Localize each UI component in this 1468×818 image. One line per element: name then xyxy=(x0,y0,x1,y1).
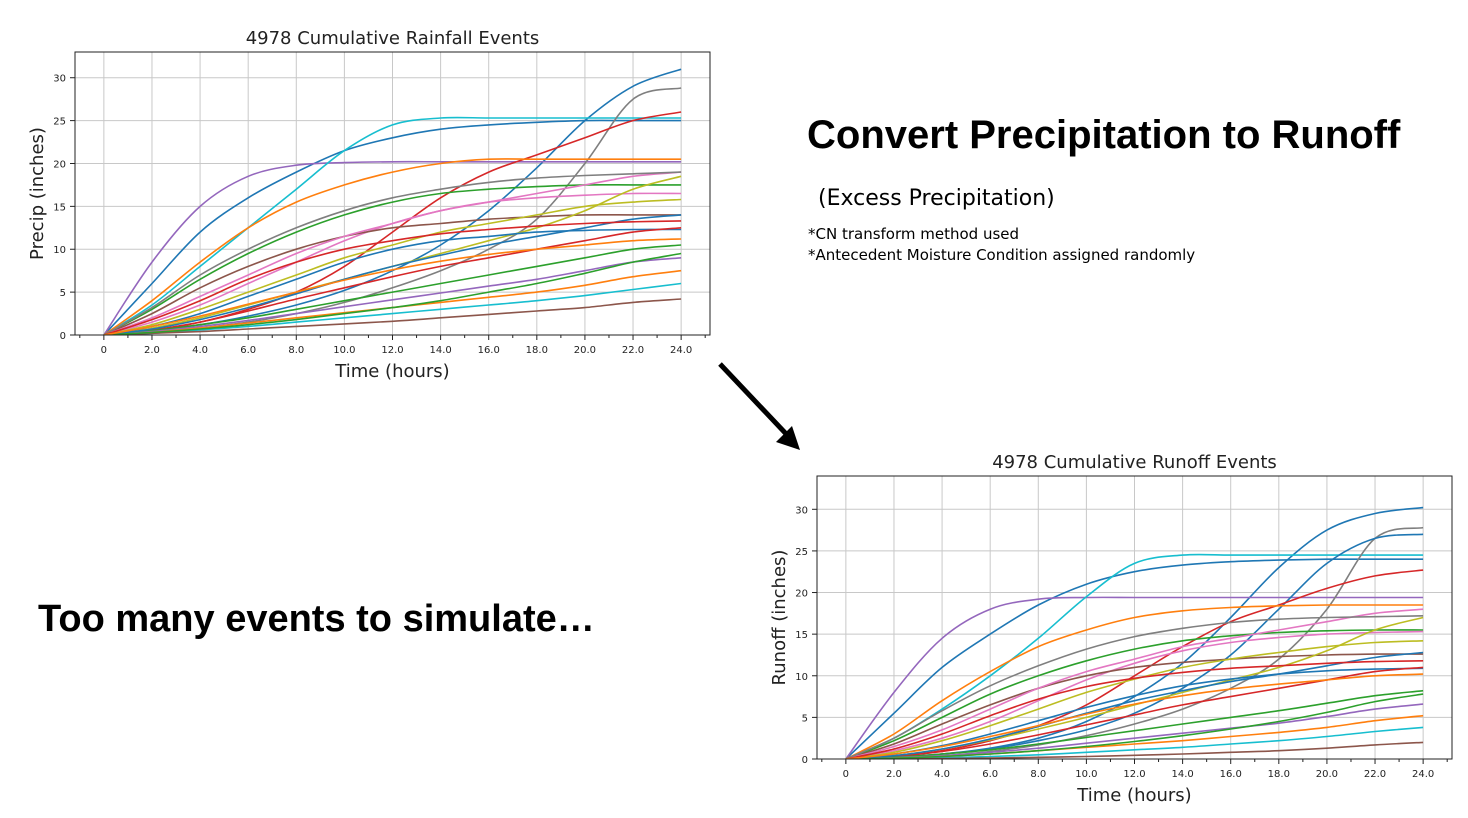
y-tick-label: 5 xyxy=(60,288,66,299)
series-line-25 xyxy=(845,673,1424,759)
series-line-9 xyxy=(103,214,682,335)
y-tick-label: 25 xyxy=(53,117,66,128)
plot-frame xyxy=(816,475,1453,760)
series-line-3 xyxy=(103,116,682,335)
y-tick-label: 0 xyxy=(802,755,808,766)
plot-frame xyxy=(74,51,711,336)
y-tick-label: 0 xyxy=(60,331,66,342)
slide-subheading: (Excess Precipitation) xyxy=(818,186,1055,211)
series-line-14 xyxy=(845,689,1424,759)
y-tick-label: 10 xyxy=(795,672,808,683)
series-line-16 xyxy=(103,282,682,335)
y-tick-label: 20 xyxy=(53,159,66,170)
x-tick-label: 24.0 xyxy=(1412,769,1434,780)
x-tick-label: 0 xyxy=(101,345,107,356)
y-tick-label: 30 xyxy=(795,505,808,516)
series-line-1 xyxy=(103,119,682,335)
x-tick-label: 14.0 xyxy=(1171,769,1193,780)
x-tick-label: 4.0 xyxy=(192,345,208,356)
x-tick-label: 20.0 xyxy=(574,345,596,356)
series-line-12 xyxy=(103,227,682,335)
series-line-22 xyxy=(103,220,682,335)
x-tick-label: 4.0 xyxy=(934,769,950,780)
series-line-22 xyxy=(845,651,1424,759)
series-line-14 xyxy=(103,257,682,335)
x-tick-label: 2.0 xyxy=(886,769,902,780)
x-tick-label: 6.0 xyxy=(240,345,256,356)
series-line-23 xyxy=(845,660,1424,759)
chart-title: 4978 Cumulative Runoff Events xyxy=(992,452,1277,473)
x-tick-label: 16.0 xyxy=(478,345,500,356)
x-tick-label: 10.0 xyxy=(333,345,355,356)
x-tick-label: 18.0 xyxy=(526,345,548,356)
slide-heading: Convert Precipitation to Runoff xyxy=(807,113,1401,157)
y-tick-label: 15 xyxy=(795,630,808,641)
series-line-2 xyxy=(103,160,682,335)
series-line-11 xyxy=(103,228,682,335)
series-line-24 xyxy=(845,693,1424,759)
chart-title: 4978 Cumulative Rainfall Events xyxy=(246,28,540,49)
series-line-7 xyxy=(845,604,1424,759)
note-cn-method: *CN transform method used xyxy=(808,225,1020,243)
series-line-21 xyxy=(103,214,682,335)
x-tick-label: 22.0 xyxy=(1364,769,1386,780)
series-line-19 xyxy=(103,171,682,335)
series-line-10 xyxy=(845,653,1424,759)
y-tick-label: 10 xyxy=(53,245,66,256)
runoff-chart-svg: 4978 Cumulative Runoff Events 0 2.0 4.0 6.0 8… xyxy=(769,452,1453,806)
bottom-caption: Too many events to simulate… xyxy=(38,598,595,640)
y-axis-label: Precip (inches) xyxy=(27,127,48,260)
x-tick-label: 8.0 xyxy=(288,345,304,356)
series-line-3 xyxy=(845,553,1424,759)
x-tick-label: 22.0 xyxy=(622,345,644,356)
x-tick-label: 14.0 xyxy=(429,345,451,356)
x-tick-label: 12.0 xyxy=(381,345,403,356)
series-line-23 xyxy=(103,252,682,335)
series-line-13 xyxy=(103,244,682,335)
y-axis-label: Runoff (inches) xyxy=(769,550,790,686)
x-tick-label: 18.0 xyxy=(1268,769,1290,780)
series-group xyxy=(103,68,682,335)
series-line-19 xyxy=(845,608,1424,759)
x-tick-label: 2.0 xyxy=(144,345,160,356)
y-tick-label: 30 xyxy=(53,74,66,85)
x-axis-label: Time (hours) xyxy=(334,361,449,382)
x-tick-label: 20.0 xyxy=(1316,769,1338,780)
x-tick-label: 12.0 xyxy=(1123,769,1145,780)
x-tick-label: 8.0 xyxy=(1030,769,1046,780)
series-line-17 xyxy=(103,298,682,335)
x-axis-label: Time (hours) xyxy=(1076,785,1191,806)
x-tick-label: 16.0 xyxy=(1220,769,1242,780)
y-tick-label: 25 xyxy=(795,547,808,558)
y-tick-label: 20 xyxy=(795,589,808,600)
runoff-chart: 4978 Cumulative Runoff Events 0 2.0 4.0 6.0 8… xyxy=(762,446,1462,806)
y-tick-label: 15 xyxy=(53,202,66,213)
y-tick-label: 5 xyxy=(802,713,808,724)
series-line-1 xyxy=(845,558,1424,759)
x-tick-label: 0 xyxy=(843,769,849,780)
series-line-24 xyxy=(103,238,682,335)
series-line-18 xyxy=(103,171,682,335)
series-line-9 xyxy=(845,630,1424,759)
down-right-arrow xyxy=(718,362,800,450)
x-tick-label: 6.0 xyxy=(982,769,998,780)
note-amc: *Antecedent Moisture Condition assigned … xyxy=(808,246,1196,264)
series-line-8 xyxy=(845,629,1424,759)
series-line-20 xyxy=(845,615,1424,759)
x-tick-label: 24.0 xyxy=(670,345,692,356)
series-line-2 xyxy=(845,596,1424,759)
series-line-6 xyxy=(103,158,682,335)
x-tick-label: 10.0 xyxy=(1075,769,1097,780)
rainfall-chart: 4978 Cumulative Rainfall Events 0 2.0 4.0 6.… xyxy=(20,22,720,382)
series-line-20 xyxy=(103,198,682,335)
rainfall-chart-svg: 4978 Cumulative Rainfall Events 0 2.0 4.0 6.… xyxy=(27,28,711,382)
